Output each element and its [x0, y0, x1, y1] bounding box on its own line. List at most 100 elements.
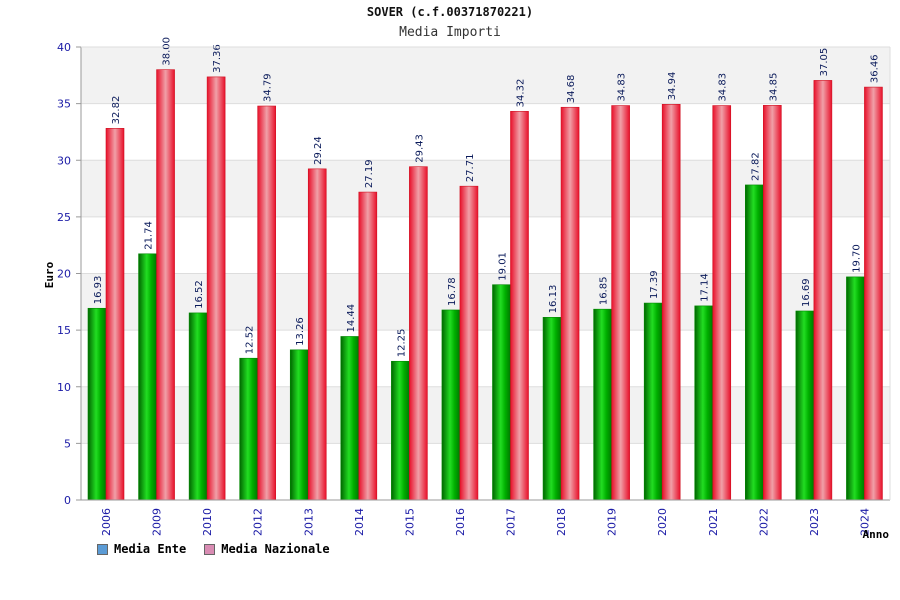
x-tick-label: 2023	[808, 508, 821, 536]
bar-ente	[542, 317, 562, 501]
data-label: 34.85	[768, 73, 779, 102]
data-label: 29.43	[414, 134, 425, 163]
bar-ente	[87, 307, 107, 501]
legend-item-nazionale: Media Nazionale	[204, 542, 330, 556]
data-label: 37.36	[212, 44, 223, 73]
bar-nazionale	[763, 105, 782, 501]
bar-ente	[441, 309, 461, 501]
bar-nazionale	[864, 86, 883, 501]
y-tick-label: 40	[57, 41, 71, 54]
data-label: 36.46	[869, 54, 880, 83]
data-label: 13.26	[295, 317, 306, 346]
y-tick-label: 30	[57, 154, 71, 167]
bar-nazionale	[459, 185, 479, 501]
data-label: 27.19	[364, 159, 375, 188]
data-label: 29.24	[313, 136, 324, 165]
data-label: 34.68	[566, 75, 577, 104]
bar-ente	[643, 302, 663, 501]
x-tick-label: 2010	[201, 508, 214, 536]
x-tick-label: 2006	[100, 508, 113, 536]
data-label: 34.83	[718, 73, 729, 102]
bar-nazionale	[712, 105, 732, 501]
data-label: 38.00	[162, 37, 173, 66]
x-axis-label: Anno	[863, 528, 890, 541]
data-label: 34.83	[617, 73, 628, 102]
legend-swatch	[204, 543, 216, 555]
y-tick-label: 20	[57, 268, 71, 281]
x-tick-label: 2021	[707, 508, 720, 536]
bar-nazionale	[105, 128, 125, 501]
bar-nazionale	[257, 105, 276, 501]
y-tick-label: 10	[57, 381, 71, 394]
data-label: 16.78	[447, 277, 458, 306]
data-label: 16.52	[194, 280, 205, 309]
bar-nazionale	[409, 166, 428, 501]
bar-ente	[492, 284, 511, 501]
bar-ente	[340, 336, 360, 501]
data-label: 14.44	[346, 304, 357, 333]
bar-nazionale	[560, 106, 580, 501]
x-tick-label: 2014	[353, 508, 366, 536]
bar-ente	[846, 276, 865, 501]
x-tick-label: 2015	[403, 508, 416, 536]
data-label: 34.79	[263, 73, 274, 102]
bar-ente	[188, 312, 208, 501]
data-label: 17.14	[700, 273, 711, 302]
x-tick-label: 2022	[757, 508, 770, 536]
data-label: 17.39	[649, 270, 660, 299]
bar-nazionale	[510, 111, 529, 501]
data-label: 34.94	[667, 72, 678, 101]
data-label: 19.01	[498, 252, 509, 281]
bar-nazionale	[156, 69, 175, 501]
data-label: 27.82	[750, 152, 761, 181]
y-tick-label: 35	[57, 98, 71, 111]
bar-nazionale	[611, 105, 630, 501]
data-label: 16.69	[801, 278, 812, 307]
x-tick-label: 2013	[302, 508, 315, 536]
data-label: 21.74	[144, 221, 155, 250]
bar-ente	[593, 308, 612, 501]
y-tick-label: 15	[57, 324, 71, 337]
bar-ente	[391, 360, 410, 501]
x-tick-label: 2009	[151, 508, 164, 536]
x-tick-label: 2024	[858, 508, 871, 536]
bar-ente	[745, 184, 764, 501]
x-tick-label: 2016	[454, 508, 467, 536]
chart-title: SOVER (c.f.00371870221)	[366, 5, 534, 19]
legend-label: Media Nazionale	[221, 542, 330, 556]
legend-item-ente: Media Ente	[97, 542, 186, 556]
data-label: 12.52	[245, 326, 256, 355]
y-axis-label: Euro	[43, 261, 56, 288]
legend-swatch	[97, 543, 108, 555]
bar-nazionale	[358, 191, 378, 501]
data-label: 34.32	[516, 79, 527, 108]
chart-subtitle: Media Importi	[399, 25, 501, 40]
data-label: 16.85	[599, 277, 610, 306]
data-label: 16.93	[93, 276, 104, 305]
bar-nazionale	[661, 104, 681, 501]
data-label: 37.05	[819, 48, 830, 77]
data-label: 32.82	[111, 96, 122, 125]
bar-ente	[795, 310, 815, 501]
bar-nazionale	[307, 168, 327, 501]
x-tick-label: 2018	[555, 508, 568, 536]
data-label: 27.71	[465, 154, 476, 183]
x-tick-label: 2020	[656, 508, 669, 536]
legend-label: Media Ente	[114, 542, 187, 556]
x-tick-label: 2012	[252, 508, 265, 536]
y-tick-label: 25	[57, 211, 71, 224]
data-label: 19.70	[851, 244, 862, 273]
bar-ente	[289, 349, 309, 501]
bar-ente	[138, 253, 157, 501]
bar-nazionale	[813, 80, 833, 501]
bar-nazionale	[206, 76, 226, 501]
chart-legend: Media Ente Media Nazionale	[97, 542, 330, 556]
data-label: 16.13	[548, 285, 559, 314]
data-label: 12.25	[396, 329, 407, 358]
y-tick-label: 0	[64, 494, 71, 507]
bar-ente	[239, 357, 258, 501]
x-tick-label: 2019	[606, 508, 619, 536]
y-tick-label: 5	[64, 437, 71, 450]
bar-ente	[694, 305, 714, 501]
